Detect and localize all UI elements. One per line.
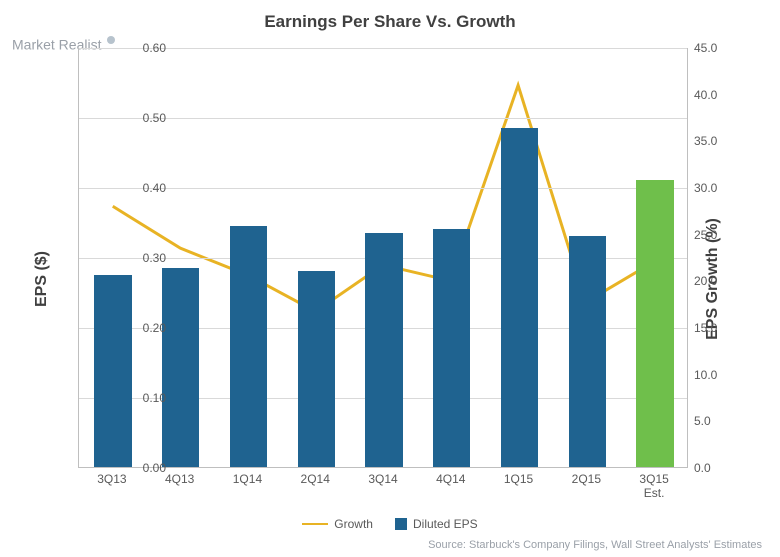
x-tick-label: 4Q14: [436, 472, 465, 486]
legend: Growth Diluted EPS: [0, 517, 780, 531]
bar: [94, 275, 131, 467]
bar: [162, 268, 199, 468]
y2-tick-label: 15.0: [694, 321, 738, 335]
x-tick-label: 3Q13: [97, 472, 126, 486]
y1-axis-label: EPS ($): [33, 250, 51, 306]
gridline: [79, 118, 687, 119]
y1-tick-label: 0.20: [116, 321, 166, 335]
y2-tick-label: 40.0: [694, 88, 738, 102]
x-tick-label: 2Q15: [572, 472, 601, 486]
y2-tick-label: 25.0: [694, 228, 738, 242]
legend-label-growth: Growth: [334, 517, 373, 531]
legend-item-growth: Growth: [302, 517, 373, 531]
y2-tick-label: 5.0: [694, 414, 738, 428]
chart-title: Earnings Per Share Vs. Growth: [0, 12, 780, 32]
bar: [636, 180, 673, 467]
legend-label-eps: Diluted EPS: [413, 517, 478, 531]
bar: [433, 229, 470, 467]
plot-area: [78, 48, 688, 468]
y2-tick-label: 0.0: [694, 461, 738, 475]
legend-box-icon: [395, 518, 407, 530]
y2-tick-label: 30.0: [694, 181, 738, 195]
y1-tick-label: 0.60: [116, 41, 166, 55]
y2-tick-label: 45.0: [694, 41, 738, 55]
bar: [365, 233, 402, 468]
y1-tick-label: 0.50: [116, 111, 166, 125]
gridline: [79, 188, 687, 189]
x-tick-label: 1Q15: [504, 472, 533, 486]
bar: [569, 236, 606, 467]
chart-container: Earnings Per Share Vs. Growth Market Rea…: [0, 0, 780, 557]
y2-tick-label: 10.0: [694, 368, 738, 382]
legend-item-eps: Diluted EPS: [395, 517, 478, 531]
x-tick-label: 4Q13: [165, 472, 194, 486]
x-tick-label: 3Q14: [368, 472, 397, 486]
x-tick-label: 3Q15 Est.: [639, 472, 668, 500]
y2-tick-label: 35.0: [694, 134, 738, 148]
y1-tick-label: 0.40: [116, 181, 166, 195]
legend-line-icon: [302, 523, 328, 525]
y1-tick-label: 0.10: [116, 391, 166, 405]
gridline: [79, 48, 687, 49]
x-tick-label: 1Q14: [233, 472, 262, 486]
y1-tick-label: 0.30: [116, 251, 166, 265]
source-text: Source: Starbuck's Company Filings, Wall…: [428, 539, 762, 551]
bar: [230, 226, 267, 468]
bar: [298, 271, 335, 467]
y2-tick-label: 20.0: [694, 274, 738, 288]
x-tick-label: 2Q14: [301, 472, 330, 486]
watermark-dot-icon: [107, 36, 115, 44]
bar: [501, 128, 538, 468]
